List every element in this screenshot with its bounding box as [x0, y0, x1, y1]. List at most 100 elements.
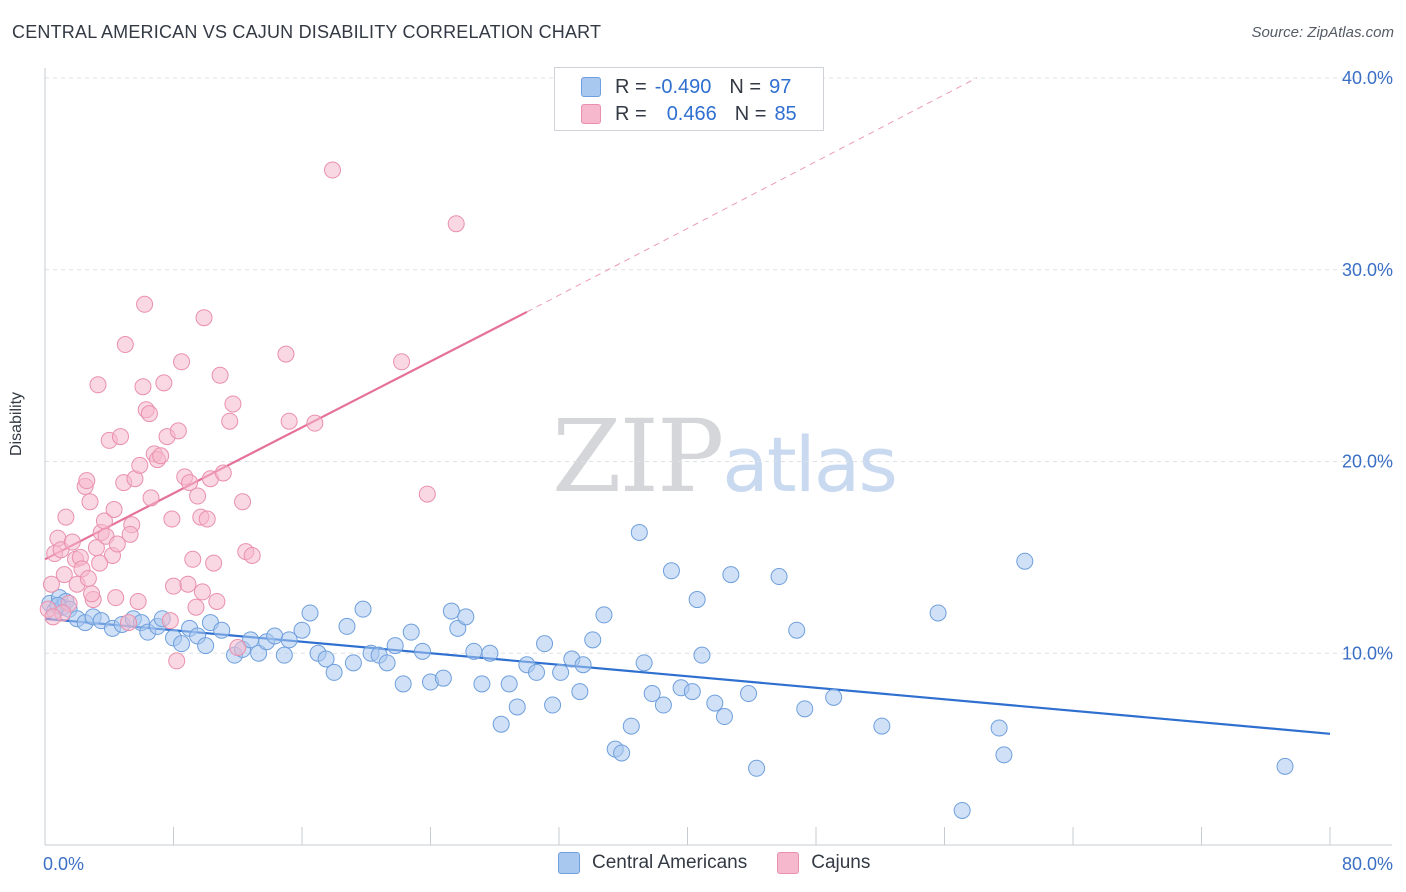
watermark-zip: ZIP [552, 398, 724, 515]
watermark-atlas: atlas [722, 420, 898, 509]
point-central-american [275, 646, 293, 664]
point-central-american [173, 635, 191, 653]
point-central-american [528, 663, 546, 681]
point-central-american [873, 717, 891, 735]
trend-line-cajuns [44, 310, 528, 561]
trend-line-central-americans [44, 617, 1331, 735]
point-cajun [89, 376, 107, 394]
legend-label: Cajuns [811, 852, 871, 873]
point-central-american [197, 637, 215, 655]
point-cajun [181, 474, 199, 492]
point-central-american [413, 642, 431, 660]
point-central-american [402, 623, 420, 641]
grid-lines [45, 77, 1392, 654]
point-cajun [44, 608, 62, 626]
data-points [39, 161, 1294, 819]
point-central-american [552, 663, 570, 681]
y-tick-label: 40.0% [1342, 68, 1393, 88]
point-central-american [630, 523, 648, 541]
point-cajun [78, 472, 96, 490]
point-central-american [990, 719, 1008, 737]
legend-r-label: R = [615, 75, 647, 98]
point-central-american [929, 604, 947, 622]
legend-swatch-blue [558, 852, 580, 874]
point-cajun [211, 366, 229, 384]
tick-labels: 10.0% 20.0% 30.0% 40.0% 0.0% 80.0% [43, 68, 1393, 874]
point-cajun [83, 585, 101, 603]
point-central-american [995, 746, 1013, 764]
point-central-american [344, 654, 362, 672]
point-cajun [169, 422, 187, 440]
point-central-american [492, 715, 510, 733]
legend-item-cajuns: Cajuns [777, 852, 870, 874]
point-central-american [622, 717, 640, 735]
legend-n-value: 85 [774, 102, 797, 125]
legend-swatch-blue [581, 77, 601, 97]
legend-n-label: N = [734, 102, 767, 125]
point-cajun [105, 500, 123, 518]
point-central-american [643, 685, 661, 703]
point-central-american [394, 675, 412, 693]
point-cajun [111, 428, 129, 446]
point-central-american [434, 669, 452, 687]
point-cajun [120, 614, 138, 632]
point-central-american [825, 688, 843, 706]
point-cajun [121, 525, 139, 543]
legend-item-central-americans: Central Americans [558, 852, 747, 874]
point-central-american [788, 621, 806, 639]
point-cajun [140, 405, 158, 423]
point-central-american [1276, 757, 1294, 775]
point-central-american [536, 635, 554, 653]
point-cajun [324, 161, 342, 179]
point-central-american [693, 646, 711, 664]
point-cajun [280, 412, 298, 430]
legend-row-central-americans: R = -0.490 N = 97 [581, 75, 791, 99]
legend-row-cajuns: R = 0.466 N = 85 [581, 102, 797, 126]
point-cajun [229, 638, 247, 656]
point-cajun [136, 295, 154, 313]
point-central-american [354, 600, 372, 618]
y-tick-label: 20.0% [1342, 452, 1393, 472]
point-cajun [152, 447, 170, 465]
point-central-american [449, 619, 467, 637]
y-tick-label: 30.0% [1342, 260, 1393, 280]
point-central-american [457, 608, 475, 626]
point-cajun [234, 493, 252, 511]
point-central-american [266, 627, 284, 645]
point-cajun [134, 378, 152, 396]
point-cajun [63, 533, 81, 551]
point-central-american [574, 656, 592, 674]
point-central-american [613, 744, 631, 762]
point-cajun [208, 592, 226, 610]
point-central-american [595, 606, 613, 624]
point-cajun [142, 489, 160, 507]
point-cajun [221, 412, 239, 430]
point-cajun [131, 456, 149, 474]
legend-n-label: N = [729, 75, 762, 98]
y-tick-label: 10.0% [1342, 643, 1393, 663]
watermark: ZIPatlas [552, 398, 898, 515]
point-cajun [198, 510, 216, 528]
point-central-american [688, 591, 706, 609]
point-central-american [280, 631, 298, 649]
point-central-american [683, 683, 701, 701]
point-cajun [214, 464, 232, 482]
point-central-american [508, 698, 526, 716]
point-cajun [107, 589, 125, 607]
legend-swatch-pink [777, 852, 800, 874]
point-cajun [393, 353, 411, 371]
point-cajun [108, 535, 126, 553]
point-central-american [722, 566, 740, 584]
point-central-american [748, 759, 766, 777]
point-central-american [770, 568, 788, 586]
point-central-american [317, 650, 335, 668]
point-central-american [386, 637, 404, 655]
point-central-american [500, 675, 518, 693]
point-central-american [953, 801, 971, 819]
point-central-american [213, 621, 231, 639]
point-central-american [706, 694, 724, 712]
point-cajun [195, 309, 213, 327]
point-cajun [163, 510, 181, 528]
point-central-american [662, 562, 680, 580]
point-central-american [473, 675, 491, 693]
